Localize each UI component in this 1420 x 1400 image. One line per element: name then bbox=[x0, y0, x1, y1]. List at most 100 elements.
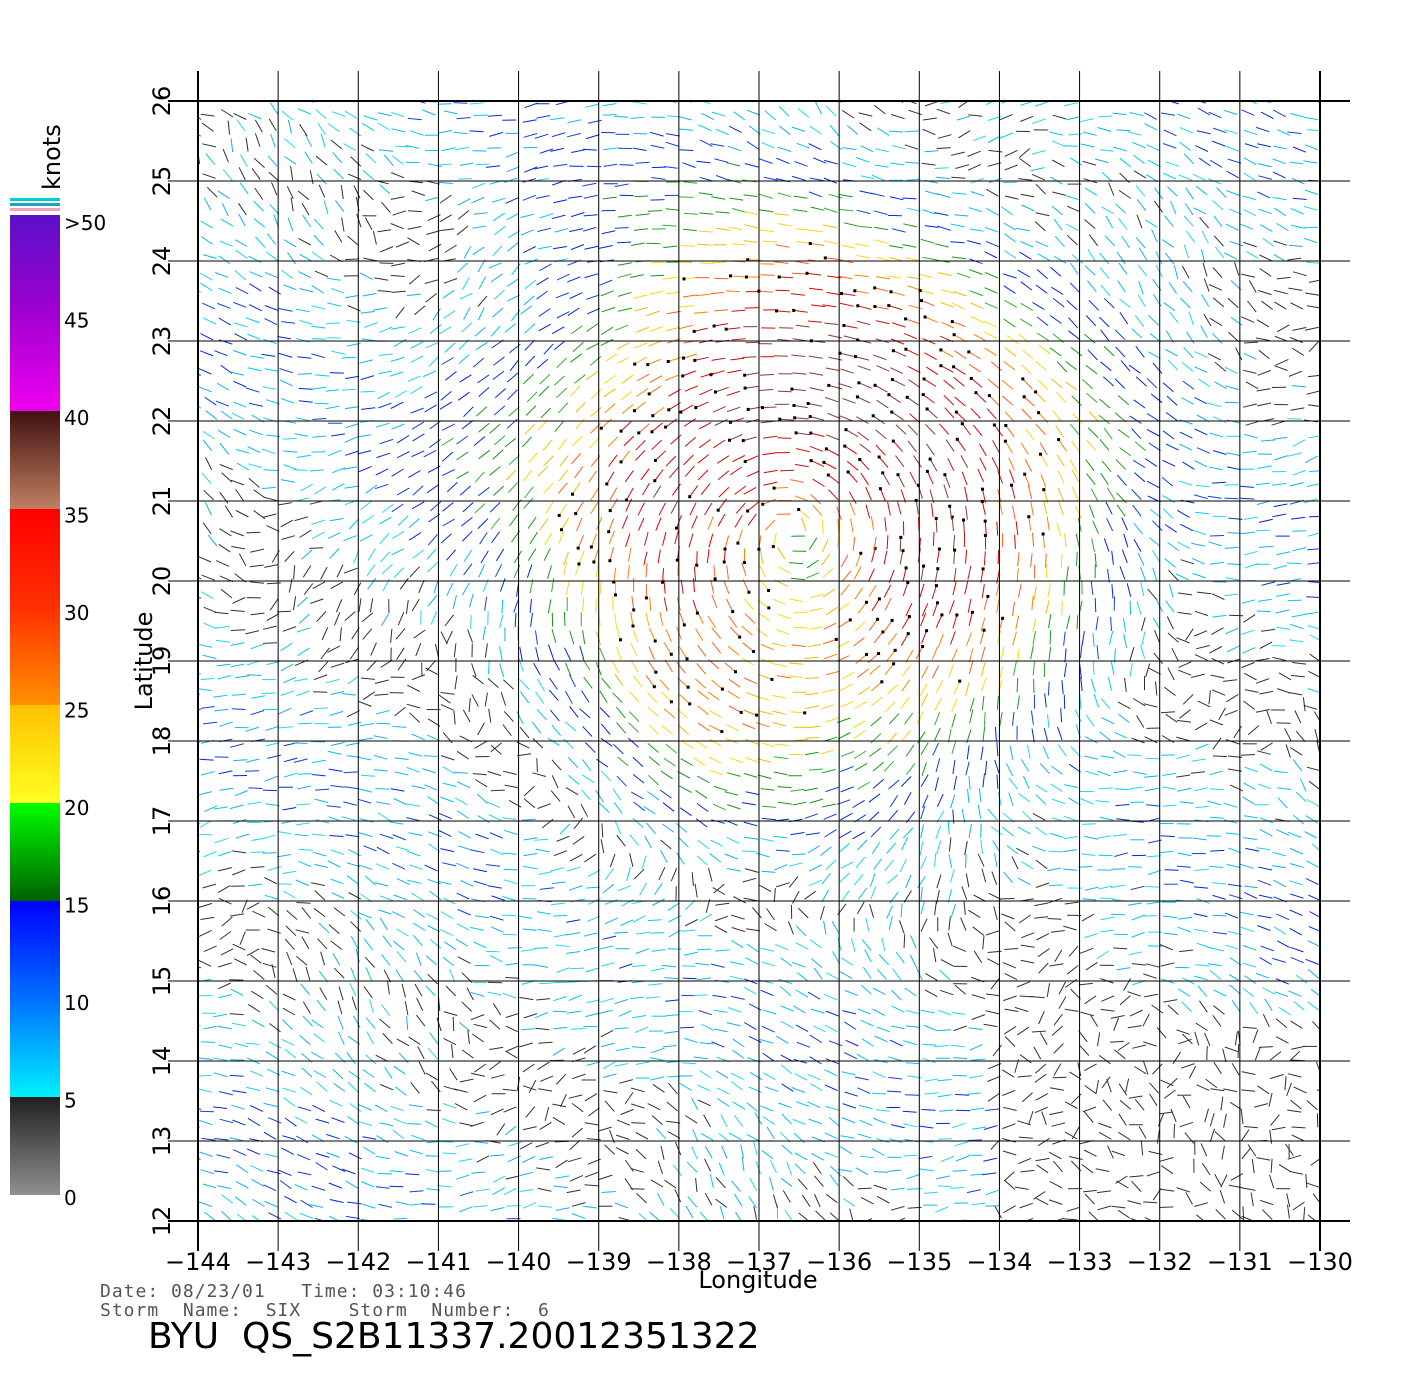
wind-vector bbox=[844, 445, 857, 455]
wind-vector bbox=[781, 1113, 792, 1125]
wind-vector bbox=[1032, 661, 1035, 676]
wind-vector bbox=[744, 307, 759, 309]
wind-vector bbox=[629, 274, 644, 278]
wind-vector bbox=[1086, 392, 1098, 403]
wind-vector bbox=[1247, 725, 1260, 736]
wind-vector bbox=[860, 984, 872, 995]
wind-vector bbox=[888, 809, 899, 822]
wind-vector bbox=[619, 1079, 634, 1084]
wind-vector bbox=[919, 841, 924, 856]
wind-vector bbox=[597, 1126, 612, 1132]
wind-vector bbox=[647, 210, 663, 212]
wind-vector bbox=[301, 936, 310, 950]
wind-vector bbox=[1194, 494, 1208, 500]
wind-vector bbox=[823, 461, 837, 470]
wind-vector bbox=[631, 595, 635, 610]
rain-flag-marker bbox=[667, 408, 671, 412]
wind-vector bbox=[363, 845, 377, 852]
wind-vector bbox=[872, 778, 885, 789]
wind-vector bbox=[1312, 1020, 1320, 1031]
wind-vector bbox=[202, 654, 217, 660]
wind-vector bbox=[456, 862, 470, 870]
wind-vector bbox=[807, 320, 822, 323]
wind-vector bbox=[857, 431, 869, 441]
wind-vector bbox=[1272, 656, 1287, 661]
wind-vector bbox=[264, 305, 279, 311]
wind-vector bbox=[777, 192, 792, 198]
wind-vector bbox=[1022, 810, 1033, 822]
wind-vector bbox=[265, 742, 280, 747]
wind-vector bbox=[695, 962, 710, 966]
wind-vector bbox=[921, 603, 929, 617]
wind-vector bbox=[343, 771, 358, 774]
wind-vector bbox=[856, 901, 865, 915]
wind-vector bbox=[570, 244, 585, 251]
wind-vector bbox=[1262, 1013, 1270, 1028]
wind-vector bbox=[362, 1146, 376, 1155]
wind-vector bbox=[1212, 894, 1226, 900]
wind-vector bbox=[540, 407, 551, 419]
wind-vector bbox=[840, 701, 854, 708]
wind-vector bbox=[1122, 617, 1127, 632]
wind-vector bbox=[375, 863, 390, 870]
rain-flag-marker bbox=[752, 650, 756, 653]
wind-vector bbox=[1305, 958, 1319, 965]
wind-vector bbox=[861, 939, 872, 951]
wind-vector bbox=[428, 831, 442, 838]
wind-vector bbox=[571, 1213, 586, 1219]
wind-vector bbox=[1057, 726, 1063, 741]
wind-vector bbox=[446, 549, 456, 561]
rain-flag-marker bbox=[904, 566, 908, 570]
wind-vector bbox=[1002, 1150, 1017, 1156]
wind-vector bbox=[409, 1149, 423, 1155]
wind-vector bbox=[853, 730, 866, 739]
wind-vector bbox=[1200, 325, 1208, 339]
wind-vector bbox=[266, 525, 280, 532]
wind-vector bbox=[1131, 963, 1146, 966]
wind-vector bbox=[218, 770, 233, 775]
wind-vector bbox=[247, 367, 262, 372]
wind-vector bbox=[264, 1200, 278, 1208]
wind-vector bbox=[524, 258, 538, 265]
wind-vector bbox=[492, 1187, 505, 1196]
wind-vector bbox=[332, 1165, 346, 1172]
wind-vector bbox=[825, 434, 840, 441]
wind-vector bbox=[1262, 1209, 1273, 1220]
wind-vector bbox=[1307, 940, 1320, 948]
wind-vector bbox=[699, 913, 713, 922]
wind-vector bbox=[821, 520, 824, 535]
wind-vector bbox=[1194, 428, 1208, 436]
wind-vector bbox=[1009, 745, 1014, 760]
wind-vector bbox=[532, 738, 544, 749]
wind-vector bbox=[584, 853, 597, 863]
wind-vector bbox=[947, 932, 953, 947]
wind-vector bbox=[1229, 240, 1244, 247]
wind-vector bbox=[292, 596, 297, 611]
wind-vector bbox=[1308, 341, 1319, 353]
wind-vector bbox=[376, 801, 390, 805]
wind-vector bbox=[922, 256, 937, 261]
wind-vector bbox=[691, 872, 694, 887]
wind-vector bbox=[936, 840, 942, 855]
wind-vector bbox=[1308, 670, 1320, 678]
wind-vector bbox=[1111, 550, 1114, 565]
wind-vector bbox=[249, 1105, 264, 1112]
wind-vector bbox=[1212, 416, 1227, 423]
wind-vector bbox=[824, 1024, 838, 1033]
wind-vector bbox=[801, 517, 807, 532]
wind-vector bbox=[1075, 533, 1080, 548]
wind-vector bbox=[1145, 663, 1151, 678]
wind-vector bbox=[1289, 927, 1303, 936]
wind-vector bbox=[1022, 378, 1033, 390]
wind-vector bbox=[1247, 1144, 1257, 1157]
wind-vector bbox=[1243, 1126, 1258, 1129]
rain-flag-marker bbox=[840, 292, 843, 295]
wind-vector bbox=[1269, 1074, 1284, 1080]
wind-vector bbox=[231, 708, 246, 710]
wind-vector bbox=[812, 504, 823, 517]
wind-vector bbox=[1003, 1171, 1015, 1182]
rain-flag-marker bbox=[631, 624, 635, 628]
wind-vector bbox=[437, 880, 452, 885]
wind-vector bbox=[773, 771, 788, 776]
wind-vector bbox=[711, 679, 723, 690]
